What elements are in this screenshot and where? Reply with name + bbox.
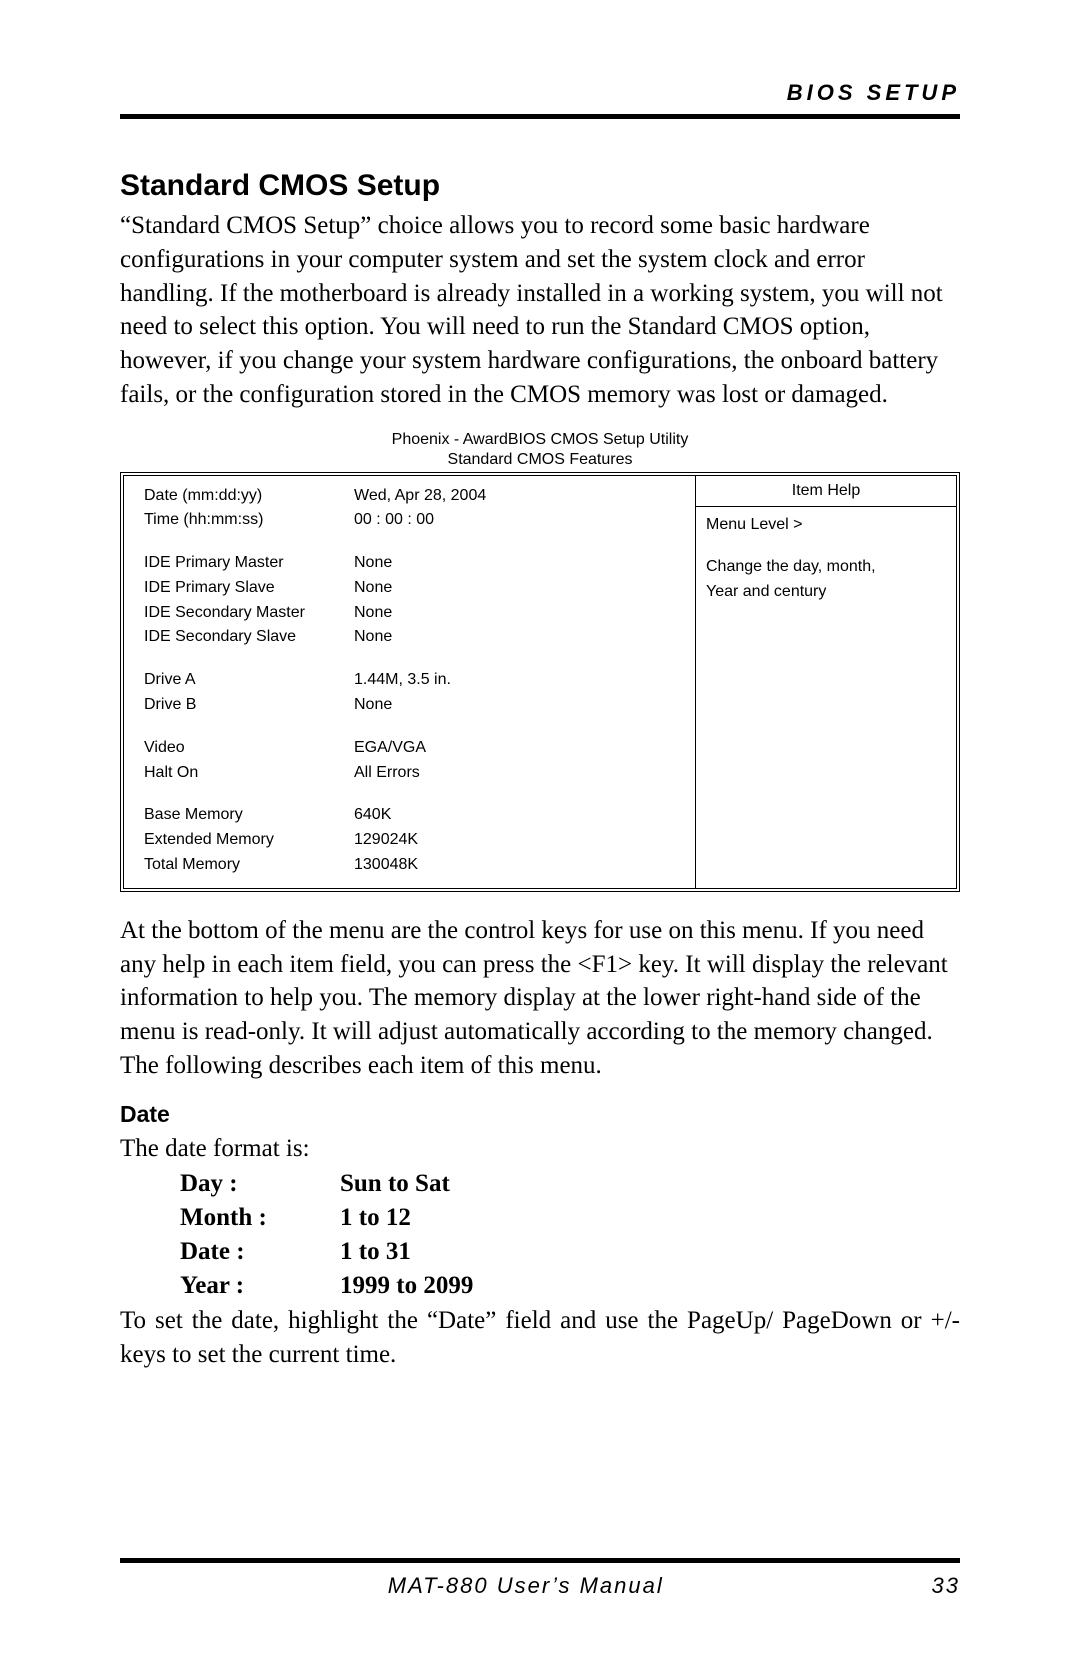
bios-label: Video [144,736,354,761]
bios-value: None [354,625,681,650]
footer-line: MAT-880 User’s Manual 33 [120,1573,960,1599]
bios-help-text: Year and century [706,580,946,605]
bios-value: EGA/VGA [354,736,681,761]
bios-help-body: Menu Level > Change the day, month, Year… [696,507,956,611]
bios-value: 1.44M, 3.5 in. [354,668,681,693]
date-format-row: Day : Sun to Sat [180,1167,960,1201]
date-heading: Date [120,1101,960,1128]
footer-rule [120,1558,960,1563]
bios-row-memory: Total Memory 130048K [144,853,681,878]
header-rule [120,114,960,119]
bios-inner: Date (mm:dd:yy) Wed, Apr 28, 2004 Time (… [124,476,956,888]
bios-row-ide: IDE Primary Slave None [144,576,681,601]
date-format-key: Day : [180,1167,340,1201]
bios-row-time: Time (hh:mm:ss) 00 : 00 : 00 [144,508,681,533]
bios-label: IDE Secondary Slave [144,625,354,650]
bios-row-ide: IDE Secondary Master None [144,601,681,626]
bios-label: Drive A [144,668,354,693]
bios-value: None [354,576,681,601]
date-outro: To set the date, highlight the “Date” fi… [120,1304,960,1372]
date-format-key: Date : [180,1235,340,1269]
bios-value: None [354,601,681,626]
bios-row-ide: IDE Primary Master None [144,551,681,576]
date-format-table: Day : Sun to Sat Month : 1 to 12 Date : … [180,1167,960,1302]
bios-label: IDE Primary Master [144,551,354,576]
page: BIOS SETUP Standard CMOS Setup “Standard… [0,0,1080,1669]
page-footer: MAT-880 User’s Manual 33 [120,1558,960,1599]
page-header: BIOS SETUP [120,80,960,106]
bios-row-date: Date (mm:dd:yy) Wed, Apr 28, 2004 [144,484,681,509]
bios-label: Extended Memory [144,828,354,853]
bios-label: Time (hh:mm:ss) [144,508,354,533]
bios-row-video: Video EGA/VGA [144,736,681,761]
date-format-row: Year : 1999 to 2099 [180,1269,960,1303]
bios-value: 129024K [354,828,681,853]
bios-value: 130048K [354,853,681,878]
bios-value: 00 : 00 : 00 [354,508,681,533]
bios-value: None [354,551,681,576]
intro-paragraph: “Standard CMOS Setup” choice allows you … [120,209,960,412]
bios-row-drive: Drive A 1.44M, 3.5 in. [144,668,681,693]
bios-help-text: Change the day, month, [706,555,946,580]
bios-help-menu-level: Menu Level > [706,513,946,538]
bios-label: Total Memory [144,853,354,878]
bios-label: Base Memory [144,803,354,828]
bios-row-memory: Base Memory 640K [144,803,681,828]
bios-value: All Errors [354,761,681,786]
bios-caption-line1: Phoenix - AwardBIOS CMOS Setup Utility [392,431,689,448]
bios-value: 640K [354,803,681,828]
after-bios-paragraph: At the bottom of the menu are the contro… [120,914,960,1083]
date-format-key: Month : [180,1201,340,1235]
date-format-key: Year : [180,1269,340,1303]
date-intro: The date format is: [120,1132,960,1166]
bios-help-panel: Item Help Menu Level > Change the day, m… [695,476,956,888]
date-format-row: Date : 1 to 31 [180,1235,960,1269]
bios-label: IDE Primary Slave [144,576,354,601]
bios-label: Date (mm:dd:yy) [144,484,354,509]
bios-label: Halt On [144,761,354,786]
bios-row-memory: Extended Memory 129024K [144,828,681,853]
bios-label: Drive B [144,693,354,718]
section-heading: Standard CMOS Setup [120,169,960,203]
footer-page-number: 33 [932,1573,960,1599]
bios-left-panel: Date (mm:dd:yy) Wed, Apr 28, 2004 Time (… [124,476,695,888]
date-format-value: 1999 to 2099 [340,1269,473,1303]
date-format-value: Sun to Sat [340,1167,450,1201]
bios-row-halton: Halt On All Errors [144,761,681,786]
bios-row-ide: IDE Secondary Slave None [144,625,681,650]
date-format-value: 1 to 12 [340,1201,411,1235]
footer-manual-title: MAT-880 User’s Manual [120,1573,932,1599]
date-format-value: 1 to 31 [340,1235,411,1269]
bios-caption-line2: Standard CMOS Features [448,451,633,468]
bios-help-header: Item Help [696,476,956,507]
bios-row-drive: Drive B None [144,693,681,718]
bios-screen: Date (mm:dd:yy) Wed, Apr 28, 2004 Time (… [120,472,960,892]
bios-caption: Phoenix - AwardBIOS CMOS Setup Utility S… [120,430,960,470]
bios-label: IDE Secondary Master [144,601,354,626]
bios-value: None [354,693,681,718]
date-format-row: Month : 1 to 12 [180,1201,960,1235]
bios-value: Wed, Apr 28, 2004 [354,484,681,509]
